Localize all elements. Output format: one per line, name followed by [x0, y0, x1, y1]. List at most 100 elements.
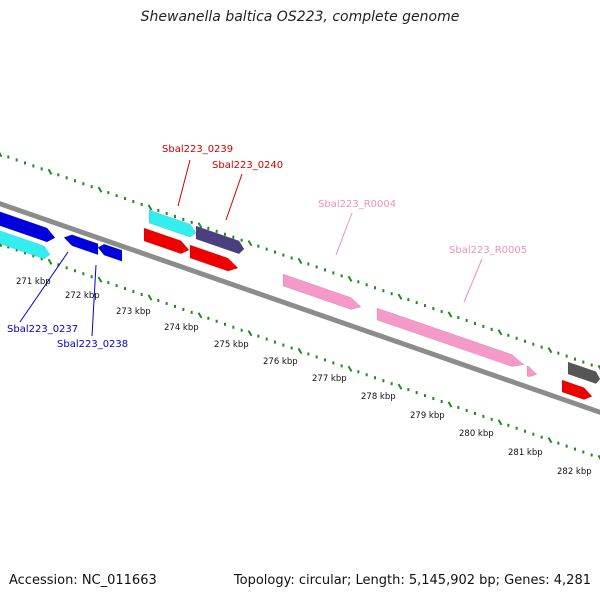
gene-arrow-0240	[195, 225, 245, 255]
gene-arrow-cyan-left	[0, 230, 51, 260]
inner-tick	[524, 429, 526, 433]
scale-label: 273 kbp	[116, 307, 151, 317]
outer-tick-track	[0, 150, 600, 372]
inner-tick-major	[97, 276, 103, 283]
inner-tick	[174, 304, 176, 308]
gene-label-sbal223_0237: Sbal223_0237	[7, 324, 78, 335]
outer-tick	[157, 208, 160, 212]
gene-label-sbal223_r0004: Sbal223_R0004	[318, 199, 396, 210]
inner-tick-major	[447, 401, 453, 408]
outer-tick	[382, 289, 385, 293]
gene-arrow-0239	[148, 209, 197, 238]
inner-tick	[265, 337, 268, 341]
inner-tick	[90, 275, 93, 279]
leader-line	[335, 212, 353, 256]
inner-tick	[424, 394, 426, 398]
inner-tick	[107, 281, 110, 285]
outer-tick	[365, 283, 368, 287]
inner-tick	[432, 397, 435, 401]
outer-tick	[532, 342, 535, 346]
scale-label: 275 kbp	[214, 340, 249, 350]
inner-tick-major	[147, 294, 153, 301]
gene-arrow-R0005	[376, 307, 525, 367]
inner-tick	[15, 248, 18, 252]
inner-tick-major	[497, 419, 503, 426]
scale-label: 277 kbp	[312, 374, 347, 384]
outer-tick	[440, 310, 443, 314]
scale-label: 281 kbp	[508, 448, 543, 458]
outer-tick	[465, 318, 468, 322]
outer-tick	[24, 161, 26, 165]
gene-arrow-0237	[0, 211, 56, 243]
outer-tick	[15, 158, 18, 162]
outer-tick	[482, 324, 485, 328]
inner-tick	[340, 364, 343, 368]
inner-tick	[32, 254, 35, 258]
outer-tick-major	[0, 150, 3, 158]
outer-tick-major	[397, 293, 403, 300]
inner-tick	[507, 423, 510, 427]
gene-arrow-red-a	[143, 227, 190, 255]
outer-tick-major	[347, 275, 353, 282]
outer-tick	[165, 211, 168, 215]
inner-tick	[82, 272, 85, 276]
scale-labels: 271 kbp 272 kbp 273 kbp 274 kbp 275 kbp 276 k…	[16, 277, 592, 477]
outer-tick	[32, 164, 35, 168]
outer-tick	[7, 155, 10, 159]
outer-tick	[474, 321, 476, 325]
scale-label: 276 kbp	[263, 357, 298, 367]
inner-tick	[207, 316, 210, 320]
outer-tick	[132, 200, 135, 204]
outer-tick	[74, 179, 76, 183]
inner-tick	[324, 358, 326, 362]
outer-tick	[432, 307, 435, 311]
inner-tick	[515, 426, 518, 430]
inner-tick	[365, 373, 368, 377]
inner-tick	[140, 293, 143, 297]
inner-tick	[474, 411, 476, 415]
outer-tick	[224, 232, 226, 236]
inner-tick	[282, 343, 285, 347]
inner-tick	[382, 379, 385, 383]
outer-tick-major	[447, 311, 453, 318]
inner-tick-major	[0, 240, 3, 248]
inner-tick	[74, 269, 76, 273]
inner-tick	[357, 370, 360, 374]
outer-tick	[182, 217, 185, 221]
inner-tick	[240, 328, 243, 332]
inner-tick	[557, 441, 560, 445]
inner-tick	[407, 388, 410, 392]
inner-tick	[290, 346, 293, 350]
genome-backbone	[0, 201, 600, 415]
outer-tick	[507, 333, 510, 337]
outer-tick	[590, 363, 593, 367]
outer-tick	[190, 220, 193, 224]
outer-tick	[557, 351, 560, 355]
map-title: Shewanella baltica OS223, complete genom…	[140, 9, 460, 25]
inner-tick	[415, 391, 418, 395]
outer-tick	[424, 304, 426, 308]
outer-tick	[565, 354, 568, 358]
leader-line	[225, 173, 243, 221]
inner-tick	[65, 266, 68, 270]
leader-line	[91, 264, 97, 337]
scale-label: 278 kbp	[361, 392, 396, 402]
outer-tick	[124, 197, 126, 201]
scale-label: 272 kbp	[65, 291, 100, 301]
outer-tick	[115, 194, 118, 198]
outer-tick	[274, 250, 276, 254]
outer-tick	[207, 226, 210, 230]
leader-line	[177, 159, 191, 207]
outer-tick	[232, 235, 235, 239]
outer-tick	[407, 298, 410, 302]
inner-tick-major	[197, 312, 203, 319]
inner-tick-track	[0, 240, 600, 462]
outer-tick	[357, 280, 360, 284]
outer-tick-major	[297, 257, 303, 265]
outer-tick-major	[147, 204, 153, 211]
gene-label-sbal223_0239: Sbal223_0239	[162, 144, 233, 155]
gene-arrow-grey	[567, 361, 600, 385]
outer-tick	[490, 327, 493, 331]
inner-tick	[540, 435, 543, 439]
inner-tick	[165, 301, 168, 305]
